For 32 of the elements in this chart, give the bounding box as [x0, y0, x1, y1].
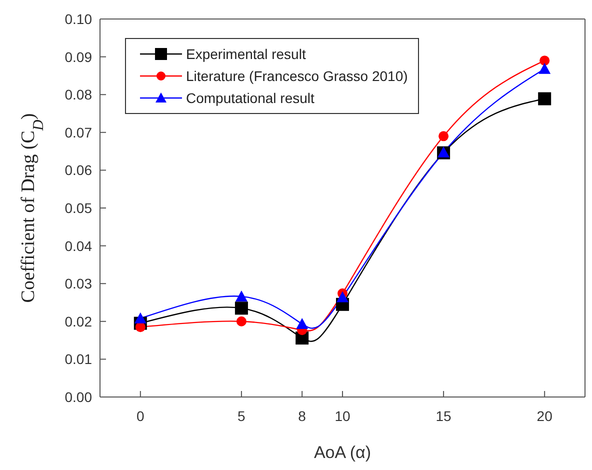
- x-tick-label: 15: [436, 408, 452, 424]
- x-tick-label: 5: [238, 408, 246, 424]
- y-tick-label: 0.09: [64, 48, 92, 65]
- y-tick-label: 0.07: [64, 124, 92, 140]
- point: [540, 56, 550, 66]
- y-tick-label: 0.02: [64, 313, 92, 330]
- point: [235, 290, 248, 302]
- y-tick-label: 0.08: [64, 86, 92, 103]
- point: [538, 62, 551, 74]
- x-tick-label: 10: [334, 408, 350, 424]
- y-tick-label: 0.10: [64, 10, 92, 27]
- point: [234, 302, 248, 315]
- x-tick-label: 20: [536, 408, 553, 424]
- y-tick-label: 0.03: [64, 276, 92, 292]
- point: [336, 291, 348, 302]
- y-tick-label: 0.00: [64, 388, 92, 405]
- y-tick-label: 0.05: [64, 200, 92, 216]
- x-tick-label: 0: [136, 408, 145, 424]
- point: [438, 131, 449, 142]
- legend-label: Experimental result: [186, 46, 306, 62]
- point: [538, 92, 552, 106]
- y-tick-label: 0.01: [64, 351, 92, 368]
- point: [135, 322, 146, 332]
- point: [296, 318, 308, 330]
- legend-label: Computational result: [186, 90, 314, 106]
- y-tick-label: 0.06: [64, 162, 92, 178]
- legend-label: Literature (Francesco Grasso 2010): [186, 68, 408, 84]
- x-axis-title: AoA (α): [314, 443, 372, 462]
- point: [236, 316, 246, 326]
- y-tick-label: 0.04: [64, 238, 92, 254]
- x-tick-label: 8: [298, 408, 306, 424]
- point: [134, 312, 146, 324]
